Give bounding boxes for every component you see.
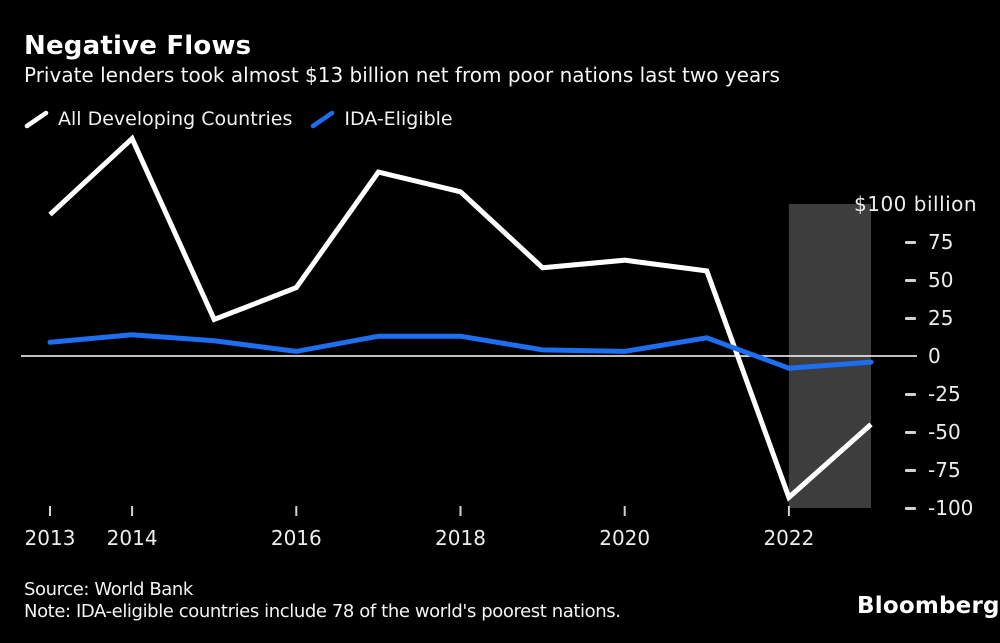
chart-subtitle: Private lenders took almost $13 billion … — [24, 63, 780, 87]
legend-item-ida-eligible: IDA-Eligible — [310, 108, 453, 130]
slash-icon — [24, 110, 49, 128]
legend: All Developing Countries IDA-Eligible — [24, 108, 453, 130]
bloomberg-logo: Bloomberg — [857, 593, 1000, 619]
slash-icon — [311, 110, 335, 128]
note-text: Note: IDA-eligible countries include 78 … — [24, 601, 621, 622]
series-line-ida-eligible — [47, 332, 874, 371]
source-text: Source: World Bank — [24, 579, 193, 600]
legend-item-all-developing-countries: All Developing Countries — [24, 108, 292, 130]
series-line-all-developing-countries — [48, 134, 873, 502]
chart-title: Negative Flows — [24, 31, 252, 61]
legend-label: All Developing Countries — [58, 108, 293, 130]
legend-label: IDA-Eligible — [344, 108, 453, 130]
